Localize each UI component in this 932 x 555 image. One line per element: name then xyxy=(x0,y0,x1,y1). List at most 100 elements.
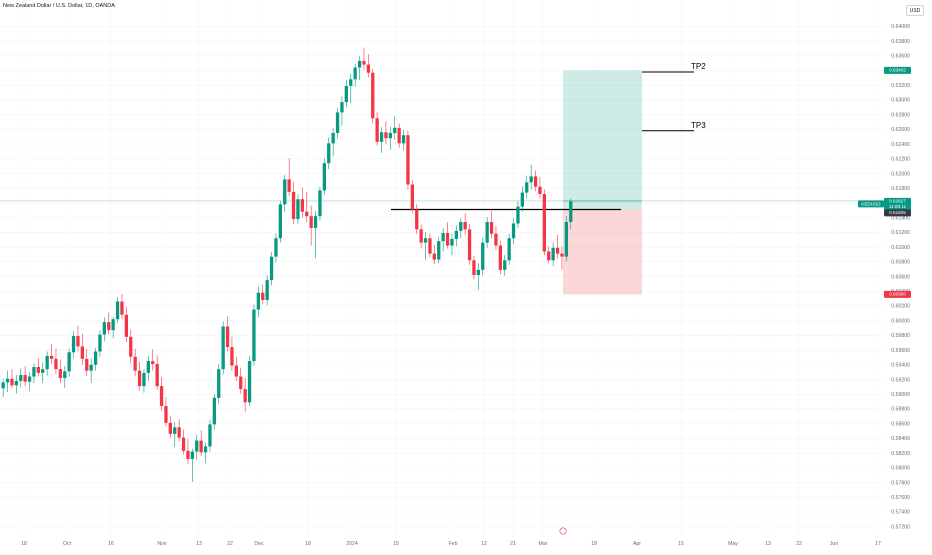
candle-body xyxy=(423,238,428,243)
candles xyxy=(1,47,573,482)
candle xyxy=(173,422,177,448)
candle-body xyxy=(93,351,98,365)
candle-body xyxy=(102,322,106,335)
candle-body xyxy=(322,163,326,191)
candle xyxy=(212,393,216,430)
candle-body xyxy=(58,369,62,378)
candle-body xyxy=(243,389,247,403)
price-tick-label: 0.62600 xyxy=(891,127,910,133)
currency-button[interactable]: USD xyxy=(906,5,924,16)
price-tick-label: 0.59200 xyxy=(891,377,910,383)
take-profit-zone[interactable] xyxy=(563,70,642,210)
candle-body xyxy=(278,204,282,239)
candle-body xyxy=(115,301,120,320)
candle-body xyxy=(80,346,84,359)
candle xyxy=(335,107,340,139)
time-axis-label: 13 xyxy=(765,541,771,547)
sl-price-text: 0.60356 xyxy=(889,292,906,297)
time-axis-label: Oct xyxy=(63,541,72,547)
candle-body xyxy=(547,251,551,261)
candle xyxy=(362,47,366,70)
candle-body xyxy=(124,314,128,337)
candle xyxy=(261,284,265,305)
candle-body xyxy=(388,133,392,139)
chart-area[interactable]: TP2 TP3 18 Oct 16 Nov 13 22 Dec 18 2024 15 Feb 12 21 M… xyxy=(0,0,884,550)
candle xyxy=(85,348,89,376)
price-scale-axis[interactable]: 0.640000.638000.636000.634000.632000.630… xyxy=(884,0,932,550)
price-tick-label: 0.59000 xyxy=(891,392,910,398)
candle-body xyxy=(481,242,485,270)
drawing-lines: TP2 TP3 xyxy=(0,62,884,211)
candle-body xyxy=(234,365,238,377)
candle xyxy=(181,429,186,455)
candle-body xyxy=(5,378,10,383)
candle-body xyxy=(507,238,511,261)
candle-body xyxy=(300,199,304,212)
price-scale[interactable]: 0.640000.638000.636000.634000.632000.630… xyxy=(884,0,932,550)
time-axis-label: 16 xyxy=(108,541,114,547)
candle xyxy=(283,174,287,212)
event-marker-icon[interactable] xyxy=(559,527,567,535)
candle xyxy=(265,275,269,306)
candle-body xyxy=(265,280,269,301)
candle xyxy=(393,116,397,140)
time-axis-label: Feb xyxy=(449,541,458,547)
candlestick-chart[interactable]: TP2 TP3 18 Oct 16 Nov 13 22 Dec 18 2024 15 Feb 12 21 M… xyxy=(0,0,884,550)
candle-body xyxy=(67,352,71,372)
candle-body xyxy=(283,179,287,205)
price-tick-label: 0.58600 xyxy=(891,421,910,427)
time-axis-label: 2024 xyxy=(346,541,358,547)
candle xyxy=(481,237,485,276)
candle-body xyxy=(401,135,406,144)
candle-body xyxy=(357,60,362,68)
price-tick-label: 0.58200 xyxy=(891,451,910,457)
candle xyxy=(49,344,54,365)
candle xyxy=(423,231,428,261)
candle xyxy=(155,355,159,390)
candle xyxy=(560,246,564,270)
candle-body xyxy=(511,223,516,239)
candle xyxy=(406,130,410,190)
candle xyxy=(243,378,247,412)
candle xyxy=(476,263,480,290)
candle xyxy=(547,246,551,264)
candle xyxy=(318,186,322,221)
price-tick-label: 0.57200 xyxy=(891,524,910,530)
price-tick-label: 0.61800 xyxy=(891,186,910,192)
time-axis-label: Nov xyxy=(157,541,167,547)
candle xyxy=(10,369,14,389)
price-tick-label: 0.58400 xyxy=(891,436,910,442)
entry-price-label: 0.61505 xyxy=(884,209,911,217)
candle-body xyxy=(181,437,186,451)
candle xyxy=(186,439,190,465)
candle-body xyxy=(186,450,190,459)
candle-body xyxy=(432,253,436,260)
candle xyxy=(419,224,423,249)
candle-body xyxy=(379,132,384,142)
candle-body xyxy=(485,222,489,243)
candle xyxy=(45,351,49,376)
candle-body xyxy=(155,364,159,387)
candle xyxy=(98,330,102,357)
candle-body xyxy=(203,446,208,453)
candle xyxy=(525,175,529,199)
time-axis-label: 12 xyxy=(481,541,487,547)
candle-body xyxy=(287,179,291,192)
tp-price-label: 0.63402 xyxy=(884,66,911,74)
stop-loss-zone[interactable] xyxy=(563,209,642,295)
candle-body xyxy=(551,247,555,261)
candle xyxy=(300,187,304,218)
candle-body xyxy=(261,292,265,301)
time-axis-label: Dec xyxy=(254,541,264,547)
candle-body xyxy=(85,358,89,371)
candle-body xyxy=(177,427,181,438)
candle-body xyxy=(313,216,318,228)
candle-body xyxy=(437,241,441,260)
candle xyxy=(274,233,278,263)
price-tick-label: 0.58800 xyxy=(891,407,910,413)
candle xyxy=(247,355,252,406)
candle-body xyxy=(450,238,454,246)
candle xyxy=(102,317,106,342)
candle-body xyxy=(406,135,410,185)
candle-body xyxy=(14,380,18,386)
